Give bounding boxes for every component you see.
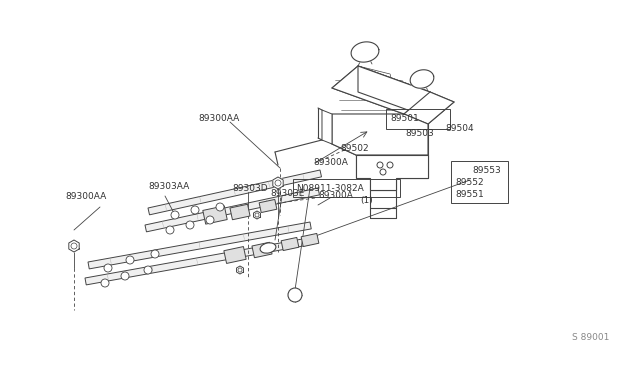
Circle shape [126, 256, 134, 264]
Circle shape [380, 169, 386, 175]
Polygon shape [358, 66, 430, 118]
Circle shape [151, 250, 159, 258]
Polygon shape [273, 177, 283, 189]
Circle shape [171, 211, 179, 219]
Polygon shape [230, 204, 250, 220]
Polygon shape [404, 92, 454, 124]
Polygon shape [332, 114, 428, 155]
Polygon shape [85, 238, 309, 285]
Text: (1): (1) [360, 196, 372, 205]
Text: 89303AA: 89303AA [148, 182, 189, 190]
Polygon shape [203, 206, 227, 224]
Polygon shape [237, 266, 243, 274]
Polygon shape [253, 211, 260, 219]
Polygon shape [145, 188, 319, 232]
Circle shape [104, 264, 112, 272]
Circle shape [71, 243, 77, 249]
Circle shape [186, 221, 194, 229]
Polygon shape [356, 155, 428, 190]
Text: 89300AA: 89300AA [198, 113, 239, 122]
Circle shape [191, 206, 199, 214]
Circle shape [288, 288, 302, 302]
Text: 89553: 89553 [472, 166, 500, 174]
Circle shape [144, 266, 152, 274]
Text: 89300AA: 89300AA [65, 192, 106, 201]
Polygon shape [281, 237, 299, 251]
Circle shape [216, 203, 224, 211]
Polygon shape [351, 42, 379, 62]
Circle shape [101, 279, 109, 287]
Polygon shape [322, 110, 332, 144]
Polygon shape [252, 242, 272, 258]
Polygon shape [88, 222, 311, 269]
Circle shape [255, 213, 259, 217]
Text: 89303E: 89303E [270, 189, 305, 198]
Polygon shape [69, 240, 79, 252]
Polygon shape [148, 170, 321, 215]
Text: S 89001: S 89001 [572, 334, 609, 343]
Polygon shape [332, 66, 430, 114]
Text: N08911-3082A: N08911-3082A [296, 183, 364, 192]
Text: 89501: 89501 [390, 113, 419, 122]
Polygon shape [224, 247, 246, 263]
Circle shape [121, 272, 129, 280]
Circle shape [166, 226, 174, 234]
Polygon shape [301, 234, 319, 247]
Circle shape [275, 180, 281, 186]
Text: 89502: 89502 [340, 144, 369, 153]
Text: 89303D: 89303D [232, 183, 268, 192]
Text: 89300A: 89300A [318, 190, 353, 199]
Ellipse shape [260, 243, 276, 253]
Circle shape [377, 162, 383, 168]
Text: 89504: 89504 [445, 124, 474, 132]
Circle shape [387, 162, 393, 168]
Polygon shape [259, 199, 277, 212]
Text: 89300A: 89300A [313, 157, 348, 167]
Text: 89552: 89552 [455, 177, 484, 186]
Text: 89503: 89503 [405, 128, 434, 138]
Circle shape [238, 268, 242, 272]
Polygon shape [410, 70, 434, 88]
Text: 89551: 89551 [455, 189, 484, 199]
Circle shape [206, 216, 214, 224]
